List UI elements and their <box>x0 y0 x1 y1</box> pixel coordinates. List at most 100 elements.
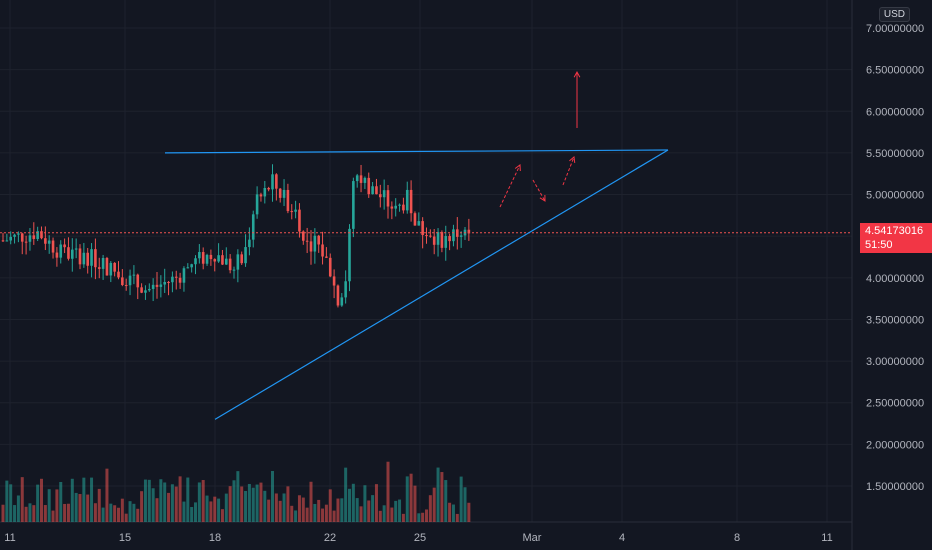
volume-bar <box>244 490 248 522</box>
volume-bar <box>371 495 375 522</box>
candle-body <box>59 244 63 258</box>
projection-arrow-up-1 <box>499 164 521 208</box>
candle-body <box>379 194 382 198</box>
volume-bar <box>143 479 147 522</box>
price-tick-label: 2.00000000 <box>866 439 924 451</box>
time-tick-label: 8 <box>734 532 740 544</box>
volume-bar <box>409 473 413 522</box>
volume-bar <box>197 482 201 522</box>
candle-body <box>1 240 5 242</box>
price-tick-label: 1.50000000 <box>866 481 924 493</box>
candle-body <box>221 255 224 265</box>
candle-body <box>36 231 39 239</box>
volume-bar <box>66 503 70 522</box>
candle-body <box>313 235 317 252</box>
candle-body <box>163 281 166 285</box>
volume-bar <box>59 481 63 522</box>
candle-body <box>321 244 324 257</box>
volume-bar <box>78 494 82 522</box>
candle-body <box>305 240 309 242</box>
candle-body <box>325 256 328 258</box>
volume-bar <box>444 480 448 522</box>
volume-bar <box>28 503 32 522</box>
currency-label[interactable]: USD <box>878 7 910 22</box>
volume-bar <box>186 477 190 522</box>
candle-body <box>255 194 259 215</box>
volume-bar <box>205 495 209 522</box>
candle-body <box>282 189 286 198</box>
candle-body <box>340 297 344 306</box>
volume-bar <box>451 504 455 522</box>
volume-bar <box>359 506 363 522</box>
volume-bar <box>47 489 51 522</box>
candle-body <box>436 232 440 245</box>
projection-arrow-down <box>532 179 546 202</box>
time-tick-label: Mar <box>523 532 542 544</box>
candle-body <box>144 290 147 293</box>
volume-bar <box>448 502 452 522</box>
candle-body <box>363 177 367 183</box>
volume-bar <box>9 484 13 522</box>
volume-bar <box>1 504 5 522</box>
volume-bar <box>224 493 228 522</box>
candle-body <box>136 274 140 288</box>
volume-bar <box>332 510 336 522</box>
candle-body <box>344 281 347 298</box>
candle-body <box>74 248 78 250</box>
candle-body <box>82 252 86 265</box>
price-tick-label: 5.00000000 <box>866 190 924 202</box>
candle-body <box>332 276 336 286</box>
volume-bar <box>40 478 43 522</box>
candle-body <box>121 277 124 286</box>
candle-body <box>413 213 417 226</box>
volume-bar <box>82 477 86 522</box>
candle-body <box>90 249 93 266</box>
volume-bar <box>213 496 217 522</box>
volume-bar <box>251 487 255 522</box>
candle-body <box>140 287 143 293</box>
candle-body <box>263 188 267 197</box>
volume-bar <box>24 506 28 522</box>
candle-body <box>290 211 294 213</box>
volume-bar <box>5 480 9 522</box>
candle-body <box>186 267 190 269</box>
price-tick-label: 4.00000000 <box>866 273 924 285</box>
candle-body <box>298 209 301 232</box>
candle-body <box>9 236 12 241</box>
volume-bar <box>32 505 36 522</box>
volume-bar <box>317 499 321 522</box>
candle-body <box>148 288 151 291</box>
volume-bar <box>421 512 425 522</box>
volume-bar <box>294 510 298 522</box>
candle-body <box>24 241 28 243</box>
candle-body <box>159 284 163 287</box>
time-tick-label: 4 <box>619 532 625 544</box>
candle-body <box>425 235 428 237</box>
volume-bar <box>13 505 17 522</box>
volume-bar <box>336 498 340 522</box>
candle-body <box>225 258 228 265</box>
volume-bar <box>355 498 359 522</box>
volume-bar <box>301 497 305 522</box>
candle-body <box>32 235 36 239</box>
candle-body <box>109 262 113 276</box>
volume-bar <box>263 490 267 522</box>
volume-bar <box>297 495 301 522</box>
volume-bar <box>117 507 120 522</box>
volume-bar <box>220 509 224 522</box>
candle-body <box>51 240 55 253</box>
volume-bar <box>340 498 344 522</box>
candle-body <box>113 262 116 272</box>
volume-bar <box>70 478 74 522</box>
candle-body <box>217 255 220 262</box>
candle-body <box>317 235 320 245</box>
volume-bar <box>455 513 459 522</box>
volume-bar <box>255 484 259 522</box>
volume-bar <box>305 507 309 522</box>
volume-bar <box>101 507 105 522</box>
projection-arrow-up-1-head <box>514 164 521 172</box>
volume-bar <box>247 483 251 522</box>
candle-body <box>228 258 232 271</box>
volume-bar <box>140 491 144 522</box>
